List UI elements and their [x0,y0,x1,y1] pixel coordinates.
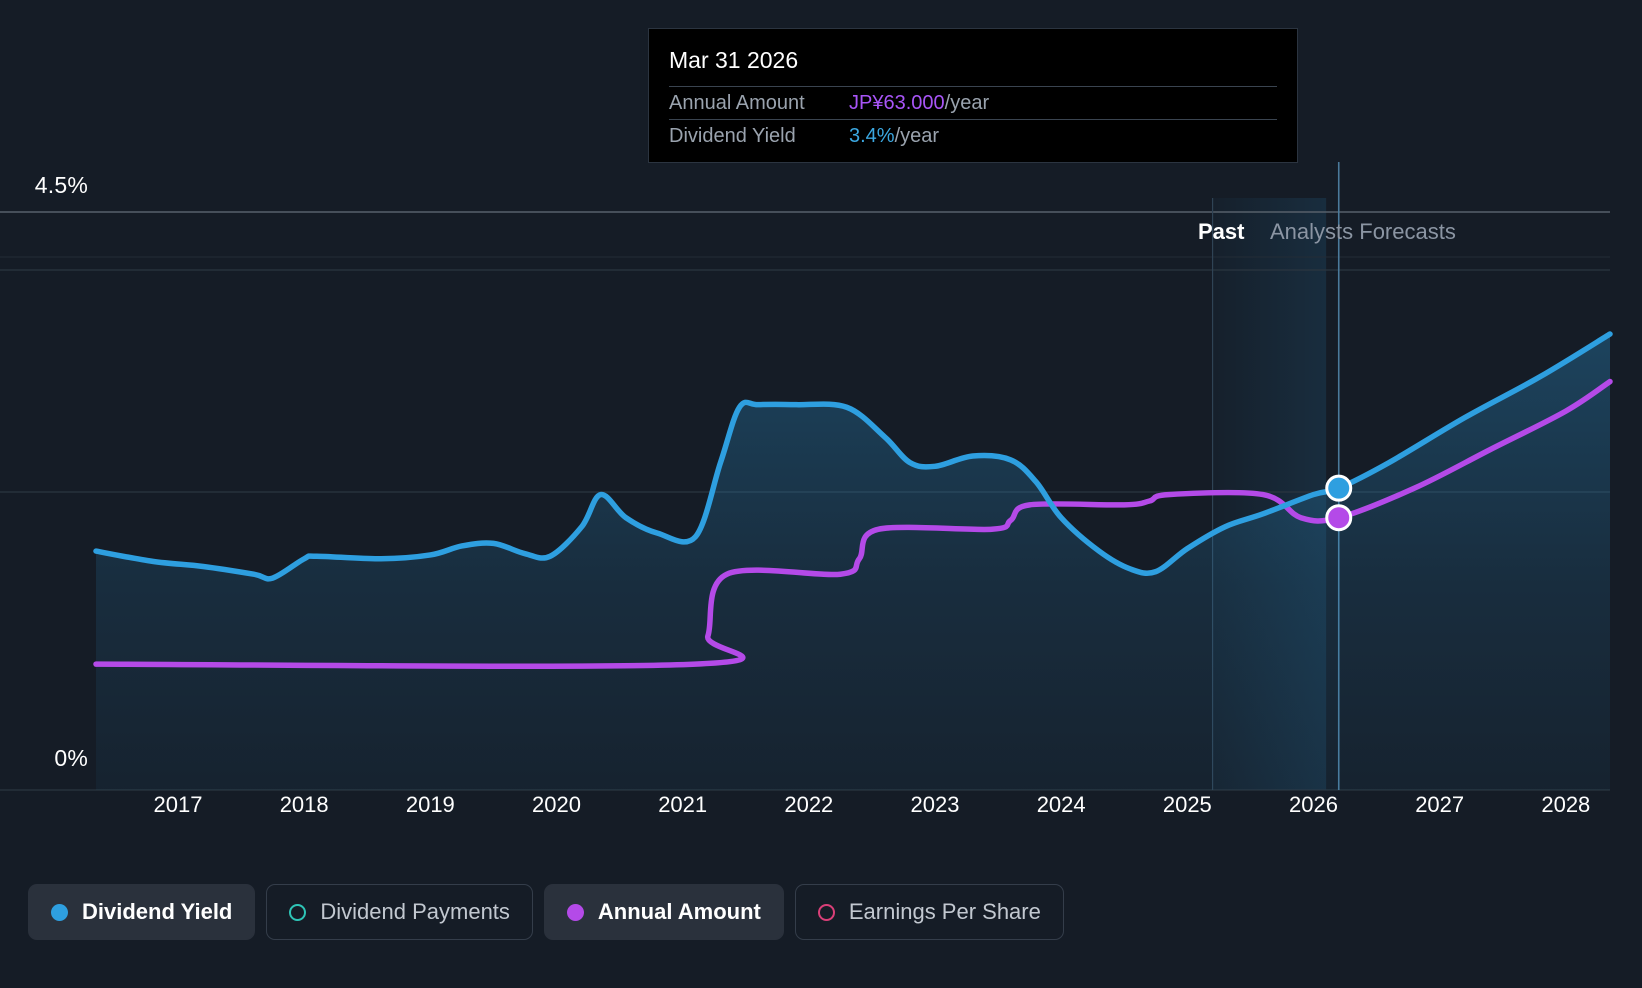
x-axis-tick-2025: 2025 [1162,792,1212,817]
legend-item-label: Dividend Payments [320,899,510,924]
tooltip-yield-suffix: /year [894,124,940,147]
legend-item-earnings-per-share[interactable]: Earnings Per Share [794,884,1064,940]
legend-item-dividend-payments[interactable]: Dividend Payments [266,884,533,940]
tooltip-amount-number: JP¥63.000 [849,91,945,114]
x-axis-tick-2024: 2024 [1036,792,1086,817]
legend-item-label: Annual Amount [597,899,761,924]
filled-dot-icon [566,903,584,921]
hollow-dot-icon [289,903,307,921]
chart-tooltip: Mar 31 2026 Annual Amount JP¥63.000/year… [648,28,1298,163]
x-axis-tick-2022: 2022 [784,792,834,817]
legend-item-annual-amount[interactable]: Annual Amount [543,884,784,940]
x-axis-tick-2026: 2026 [1289,792,1338,817]
x-axis-tick-2020: 2020 [532,792,581,817]
y-axis-label-min: 0% [54,745,88,771]
dividend-yield-area [96,334,1610,790]
data-point-marker-annual-amount[interactable] [1325,504,1353,532]
x-axis-tick-2018: 2018 [279,792,329,817]
x-axis-tick-2027: 2027 [1415,792,1465,817]
tooltip-yield-number: 3.4% [849,124,895,147]
x-axis-tick-2028: 2028 [1541,792,1591,817]
tooltip-value-dividend-yield: 3.4%/year [849,125,939,148]
x-axis-tick-2021: 2021 [658,792,708,817]
tooltip-key-dividend-yield: Dividend Yield [669,124,796,147]
tooltip-value-annual-amount: JP¥63.000/year [849,92,989,115]
x-axis-tick-2019: 2019 [405,792,455,817]
x-axis-tick-2017: 2017 [153,792,203,817]
legend-item-label: Dividend Yield [82,899,233,924]
y-axis-label-max: 4.5% [34,172,88,198]
data-point-marker-dividend-yield[interactable] [1325,474,1353,502]
chart-plot-area [0,162,1613,791]
legend-item-label: Earnings Per Share [848,899,1041,924]
tooltip-key-annual-amount: Annual Amount [669,91,805,114]
tooltip-amount-suffix: /year [944,91,990,114]
past-band-label: Past [1198,219,1245,244]
filled-dot-icon [51,903,68,921]
dividend-yield-line [93,331,1613,582]
hollow-dot-icon [817,903,835,921]
forecast-band-label: Analysts Forecasts [1270,219,1456,244]
legend-item-dividend-yield[interactable]: Dividend Yield [28,884,256,940]
tooltip-row-dividend-yield: Dividend Yield 3.4%/year [669,119,1277,152]
tooltip-row-annual-amount: Annual Amount JP¥63.000/year [669,86,1277,119]
chart-svg [0,162,1613,791]
tooltip-date: Mar 31 2026 [669,47,799,73]
annual-amount-line [93,378,1613,669]
x-axis-tick-2023: 2023 [910,792,960,817]
chart-legend: Dividend Yield Dividend Payments Annual Am… [28,884,1064,940]
